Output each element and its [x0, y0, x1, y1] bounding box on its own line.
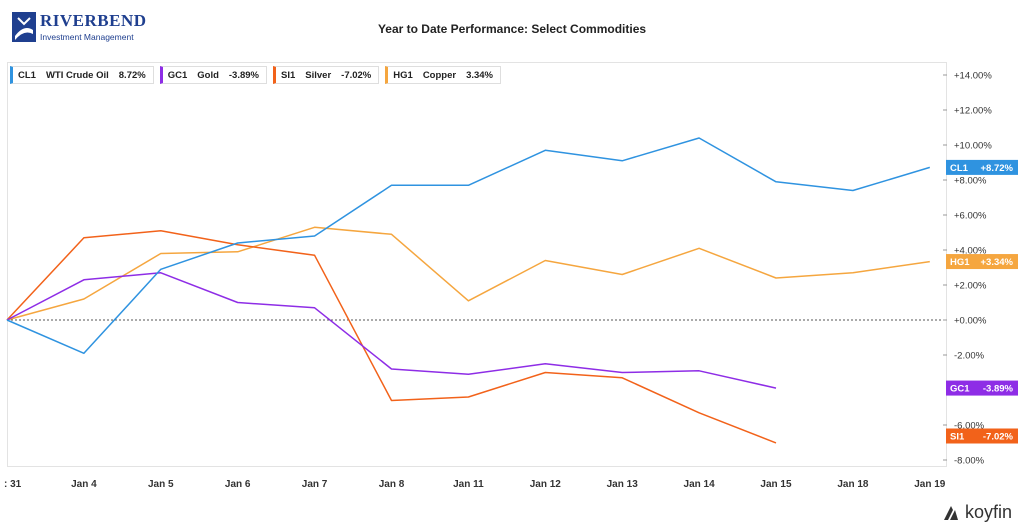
value-tag-hg1 — [946, 254, 1018, 270]
koyfin-brand-text: koyfin — [964, 502, 1012, 522]
legend-ticker: GC1 — [167, 69, 188, 81]
value-tag-ticker: HG1 — [950, 257, 970, 268]
legend-name: Copper — [422, 69, 457, 81]
series-line-gc1 — [6, 272, 777, 389]
x-tick-label: Jan 11 — [453, 479, 484, 490]
chart-legend: CL1 WTI Crude Oil 8.72% GC1 Gold -3.89% SI1 Sil… — [10, 66, 501, 84]
logo-subtitle-text: Investment Management — [40, 32, 134, 42]
x-tick-label: Jan 13 — [607, 479, 639, 490]
series-line-hg1 — [6, 226, 930, 321]
value-tag-value: -3.89% — [983, 384, 1014, 395]
value-tag-value: +8.72% — [981, 163, 1014, 174]
y-tick-label: +12.00% — [954, 106, 992, 117]
x-tick-label: Jan 7 — [302, 479, 328, 490]
koyfin-branding: koyfin — [942, 502, 1012, 523]
x-tick-label: Jan 15 — [760, 479, 792, 490]
y-tick-label: +2.00% — [954, 281, 987, 292]
value-tag-value: -7.02% — [983, 432, 1014, 443]
legend-ticker: CL1 — [18, 69, 36, 81]
legend-name: Silver — [305, 69, 332, 81]
x-tick-label: Jan 5 — [148, 479, 174, 490]
legend-value: -7.02% — [341, 69, 372, 81]
legend-item-hg1[interactable]: HG1 Copper 3.34% — [385, 66, 501, 84]
legend-value: 3.34% — [466, 69, 493, 81]
y-tick-label: -6.00% — [954, 421, 985, 432]
x-tick-label: Jan 6 — [225, 479, 251, 490]
legend-ticker: SI1 — [281, 69, 296, 81]
y-tick-label: +0.00% — [954, 316, 987, 327]
x-tick-label: Jan 18 — [837, 479, 869, 490]
value-tag-si1 — [946, 428, 1018, 444]
x-tick-label: Jan 12 — [530, 479, 562, 490]
legend-item-gc1[interactable]: GC1 Gold -3.89% — [159, 66, 267, 84]
legend-value: -3.89% — [228, 69, 259, 81]
y-tick-label: +8.00% — [954, 176, 987, 187]
value-tag-ticker: GC1 — [950, 384, 970, 395]
riverbend-logo: RIVERBEND Investment Management — [10, 8, 146, 48]
x-tick-label: Jan 19 — [914, 479, 946, 490]
x-tick-label: Jan 8 — [379, 479, 405, 490]
value-tag-ticker: CL1 — [950, 163, 969, 174]
y-tick-label: +6.00% — [954, 211, 987, 222]
x-tick-label: : 31 — [4, 479, 22, 490]
value-tag-cl1 — [946, 159, 1018, 175]
x-tick-label: Jan 14 — [684, 479, 716, 490]
riverbend-logo-icon — [12, 12, 36, 42]
y-tick-label: +10.00% — [954, 141, 992, 152]
series-line-si1 — [6, 230, 777, 444]
y-tick-label: +4.00% — [954, 246, 987, 257]
legend-item-si1[interactable]: SI1 Silver -7.02% — [273, 66, 380, 84]
y-tick-label: -8.00% — [954, 456, 985, 467]
legend-value: 8.72% — [118, 69, 146, 81]
y-tick-label: -2.00% — [954, 351, 985, 362]
legend-ticker: HG1 — [393, 69, 413, 81]
value-tag-value: +3.34% — [981, 257, 1014, 268]
chart-title: Year to Date Performance: Select Commodi… — [377, 22, 647, 36]
y-tick-label: +14.00% — [954, 71, 992, 82]
value-tag-gc1 — [946, 380, 1018, 396]
legend-item-cl1[interactable]: CL1 WTI Crude Oil 8.72% — [10, 66, 154, 84]
legend-name: Gold — [197, 69, 219, 81]
series-line-cl1 — [6, 137, 931, 355]
legend-name: WTI Crude Oil — [45, 69, 109, 81]
koyfin-logo-icon — [943, 505, 958, 520]
value-tag-ticker: SI1 — [950, 432, 965, 443]
x-tick-label: Jan 4 — [71, 479, 97, 490]
logo-brand-text: RIVERBEND — [40, 11, 147, 30]
